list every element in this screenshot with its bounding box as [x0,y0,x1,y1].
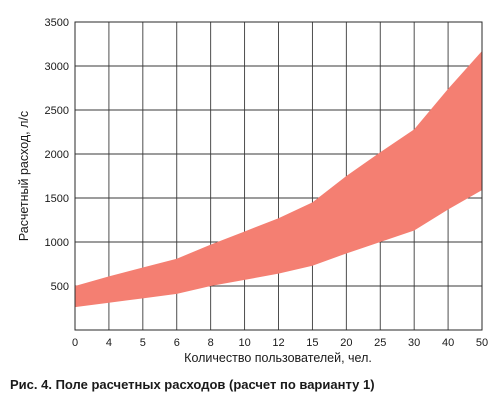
x-tick-label: 30 [408,337,420,349]
x-tick-label: 12 [272,337,284,349]
y-tick-label: 2000 [45,149,69,161]
y-tick-label: 1500 [45,193,69,205]
y-axis-label: Расчетный расход, л/с [17,111,31,241]
figure-caption: Рис. 4. Поле расчетных расходов (расчет … [10,377,375,392]
y-tick-label: 500 [51,281,69,293]
plot-frame [74,21,483,331]
y-tick-label: 3000 [45,61,69,73]
x-tick-label: 15 [306,337,318,349]
x-tick-label: 8 [208,337,214,349]
flow-range-band [75,51,482,308]
y-tick-label: 1000 [45,237,69,249]
x-tick-label: 4 [106,337,112,349]
x-tick-label: 6 [174,337,180,349]
x-tick-label: 0 [72,337,78,349]
x-axis-label: Количество пользователей, чел. [184,351,372,365]
x-axis-ticks: 0 4 5 6 8 10 12 15 20 25 30 40 50 [72,337,488,349]
x-tick-label: 50 [476,337,488,349]
x-tick-label: 25 [374,337,386,349]
x-tick-label: 20 [340,337,352,349]
y-tick-label: 2500 [45,105,69,117]
x-tick-label: 5 [140,337,146,349]
x-tick-label: 40 [442,337,454,349]
x-tick-label: 10 [238,337,250,349]
y-tick-label: 3500 [45,17,69,29]
y-axis-ticks: 500 1000 1500 2000 2500 3000 3500 [45,17,69,293]
